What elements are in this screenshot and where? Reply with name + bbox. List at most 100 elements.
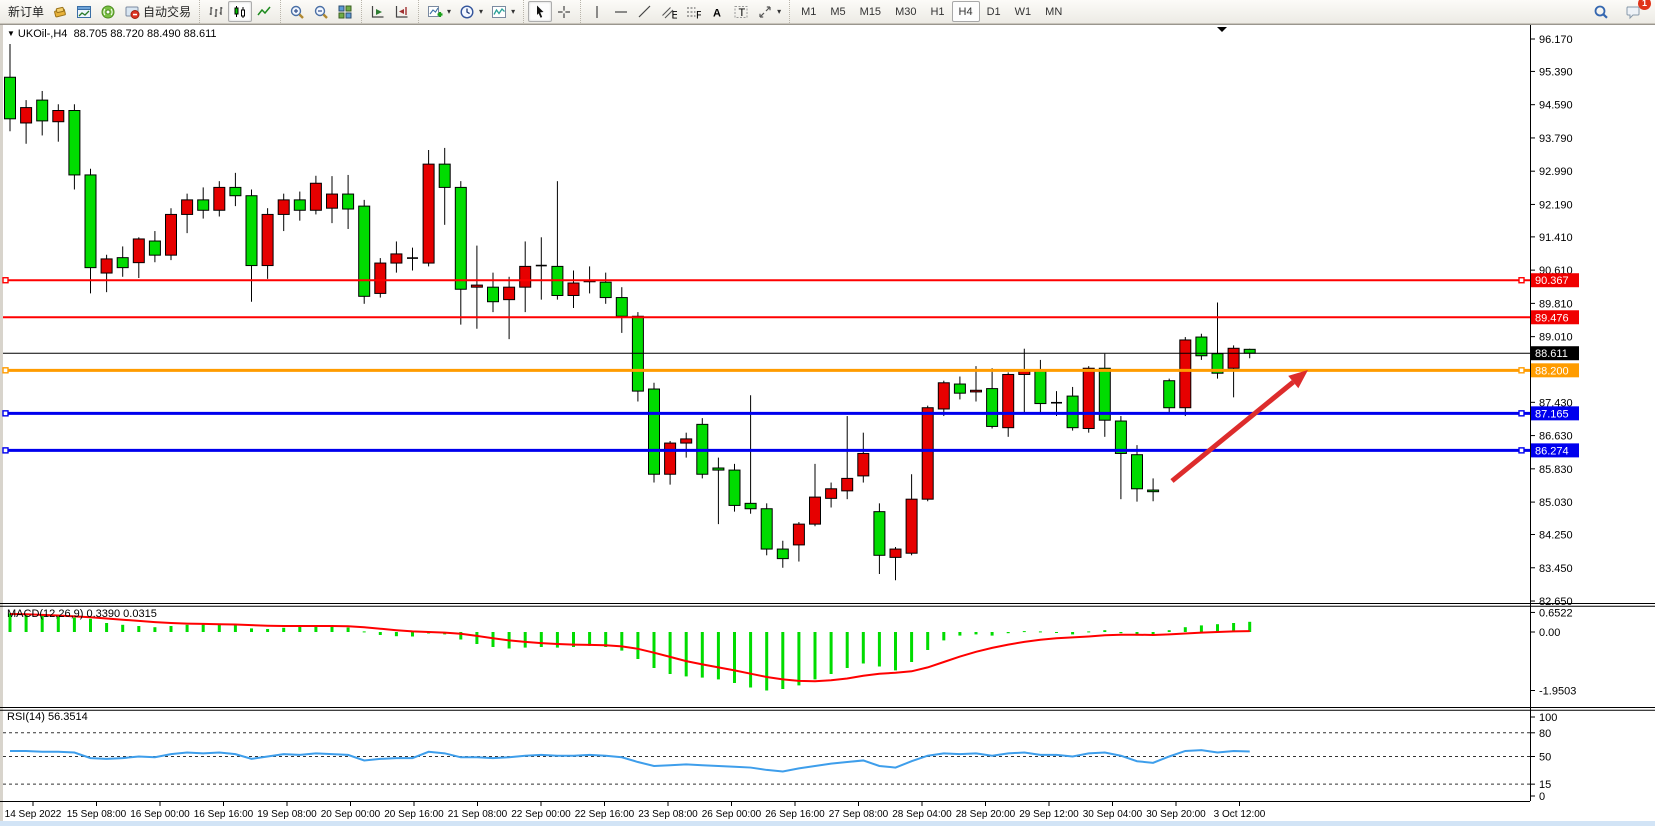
macd-histogram-bar: [1103, 630, 1107, 632]
timeframe-h1-button[interactable]: H1: [930, 5, 945, 18]
trendline-button[interactable]: [633, 1, 657, 22]
crosshair-button[interactable]: [552, 1, 576, 22]
bar-chart-button[interactable]: [204, 1, 228, 22]
candle-body: [905, 498, 918, 554]
candlestick-chart-button[interactable]: [228, 1, 253, 22]
equidistant-channel-button[interactable]: E: [657, 1, 681, 22]
timeframe-w1-button[interactable]: W1: [1014, 5, 1032, 18]
candle-body: [132, 238, 145, 264]
candle-body: [889, 548, 902, 558]
macd-indicator-label: MACD(12,26,9) 0.3390 0.0315: [7, 608, 157, 620]
macd-histogram-bar: [201, 624, 205, 632]
macd-histogram-bar: [153, 627, 157, 632]
timeframe-mn-button[interactable]: MN: [1045, 5, 1063, 18]
macd-histogram-bar: [1071, 632, 1075, 635]
chartshift-icon: [395, 5, 408, 18]
macd-histogram-bar: [555, 632, 559, 648]
chart-canvas[interactable]: 96.170 95.390 94.590 93.790 92.990 92.190 91.4…: [0, 24, 1655, 826]
resistance-90367-left-handle[interactable]: [2, 277, 9, 284]
line-chart-button[interactable]: [252, 1, 276, 22]
periods-button[interactable]: ▾: [455, 1, 487, 22]
timeframe-m5-button[interactable]: M5: [830, 5, 846, 18]
auto-scroll-button[interactable]: [366, 1, 390, 22]
macd-histogram-bar: [974, 632, 978, 635]
time-axis-label: 28 Sep 04:00: [892, 809, 952, 820]
market-watch-button[interactable]: [48, 1, 72, 22]
auto-trading-button[interactable]: 自动交易: [120, 1, 195, 22]
price-badge-label: 88.611: [1535, 348, 1568, 360]
chevron-down-icon: ▾: [447, 7, 452, 16]
support-87165-right-handle[interactable]: [1518, 410, 1525, 417]
candle-body: [1082, 367, 1095, 430]
candle-body: [181, 199, 194, 215]
new-order-button[interactable]: 新订单: [4, 1, 48, 22]
trend-arrow-head[interactable]: [1288, 370, 1308, 389]
macd-histogram-bar: [749, 632, 753, 688]
arrows-button[interactable]: ▾: [753, 1, 785, 22]
macd-histogram-bar: [298, 626, 302, 632]
cursor-button[interactable]: [528, 1, 553, 22]
candle-body: [309, 182, 322, 211]
price-badge-label: 90.367: [1535, 275, 1569, 287]
templates-button[interactable]: ▾: [487, 1, 519, 22]
candle-body: [1227, 347, 1240, 369]
new-order-button-label: 新订单: [8, 5, 45, 19]
time-axis-label: 19 Sep 08:00: [257, 809, 317, 820]
cursor-icon: [537, 5, 544, 18]
candle-body: [567, 282, 580, 296]
bars-icon: [209, 6, 223, 17]
macd-histogram-bar: [539, 632, 543, 647]
macd-histogram-bar: [636, 632, 640, 659]
shapes-icon: [759, 5, 771, 18]
candle-body: [422, 163, 435, 264]
support-87165-left-handle[interactable]: [2, 410, 9, 417]
trend-arrow[interactable]: [1170, 380, 1295, 483]
macd-tick-label: -1.9503: [1539, 686, 1576, 698]
tile-windows-button[interactable]: [333, 1, 357, 22]
chart-shift-button[interactable]: [390, 1, 414, 22]
resistance-90367-right-handle[interactable]: [1518, 277, 1525, 284]
search-button[interactable]: [1589, 1, 1613, 22]
candle-body: [52, 110, 65, 123]
macd-histogram-bar: [845, 632, 849, 668]
support-86274-left-handle[interactable]: [2, 447, 9, 454]
macd-histogram-bar: [282, 627, 286, 632]
hline-icon: [615, 10, 628, 13]
zoom-out-button[interactable]: [309, 1, 333, 22]
macd-histogram-bar: [523, 632, 527, 648]
candle-body: [680, 438, 693, 444]
vertical-line-button[interactable]: [585, 1, 609, 22]
timeframe-m1-button[interactable]: M1: [801, 5, 817, 18]
macd-histogram-bar: [378, 632, 382, 635]
candle-body: [1243, 348, 1256, 354]
candle-body: [519, 265, 532, 288]
timeframe-h4-button[interactable]: H4: [951, 1, 980, 22]
alerts-button[interactable]: [96, 1, 120, 22]
candle-body: [245, 195, 258, 267]
candle-body: [809, 496, 821, 525]
timeframe-m30-button[interactable]: M30: [895, 5, 917, 18]
fibonacci-button[interactable]: F: [681, 1, 705, 22]
support-86274-right-handle[interactable]: [1518, 447, 1525, 454]
level-88200-right-handle[interactable]: [1518, 367, 1525, 374]
zoom-in-button[interactable]: [285, 1, 309, 22]
svg-text:F: F: [696, 9, 701, 20]
time-axis-label: 26 Sep 16:00: [765, 809, 825, 820]
timeframe-d1-button[interactable]: D1: [986, 5, 1001, 18]
horizontal-line-button[interactable]: [609, 1, 633, 22]
price-tick-label: 91.410: [1539, 232, 1573, 244]
macd-histogram-bar: [169, 626, 173, 632]
new-chart-button[interactable]: [72, 1, 96, 22]
text-label-button[interactable]: T: [729, 1, 753, 22]
chart-shift-marker[interactable]: [1217, 27, 1227, 32]
level-88200-left-handle[interactable]: [2, 367, 9, 374]
timeframe-m15-button[interactable]: M15: [859, 5, 882, 18]
macd-histogram-bar: [411, 632, 414, 637]
scroll-group: [361, 0, 418, 23]
indicators-button[interactable]: ▾: [423, 1, 455, 22]
text-button[interactable]: A: [705, 1, 729, 22]
macd-histogram-bar: [121, 624, 125, 632]
zoom-out-icon: [314, 5, 328, 19]
notifications-button[interactable]: 1: [1621, 0, 1651, 22]
chart-menu-icon[interactable]: ▼: [7, 29, 15, 38]
